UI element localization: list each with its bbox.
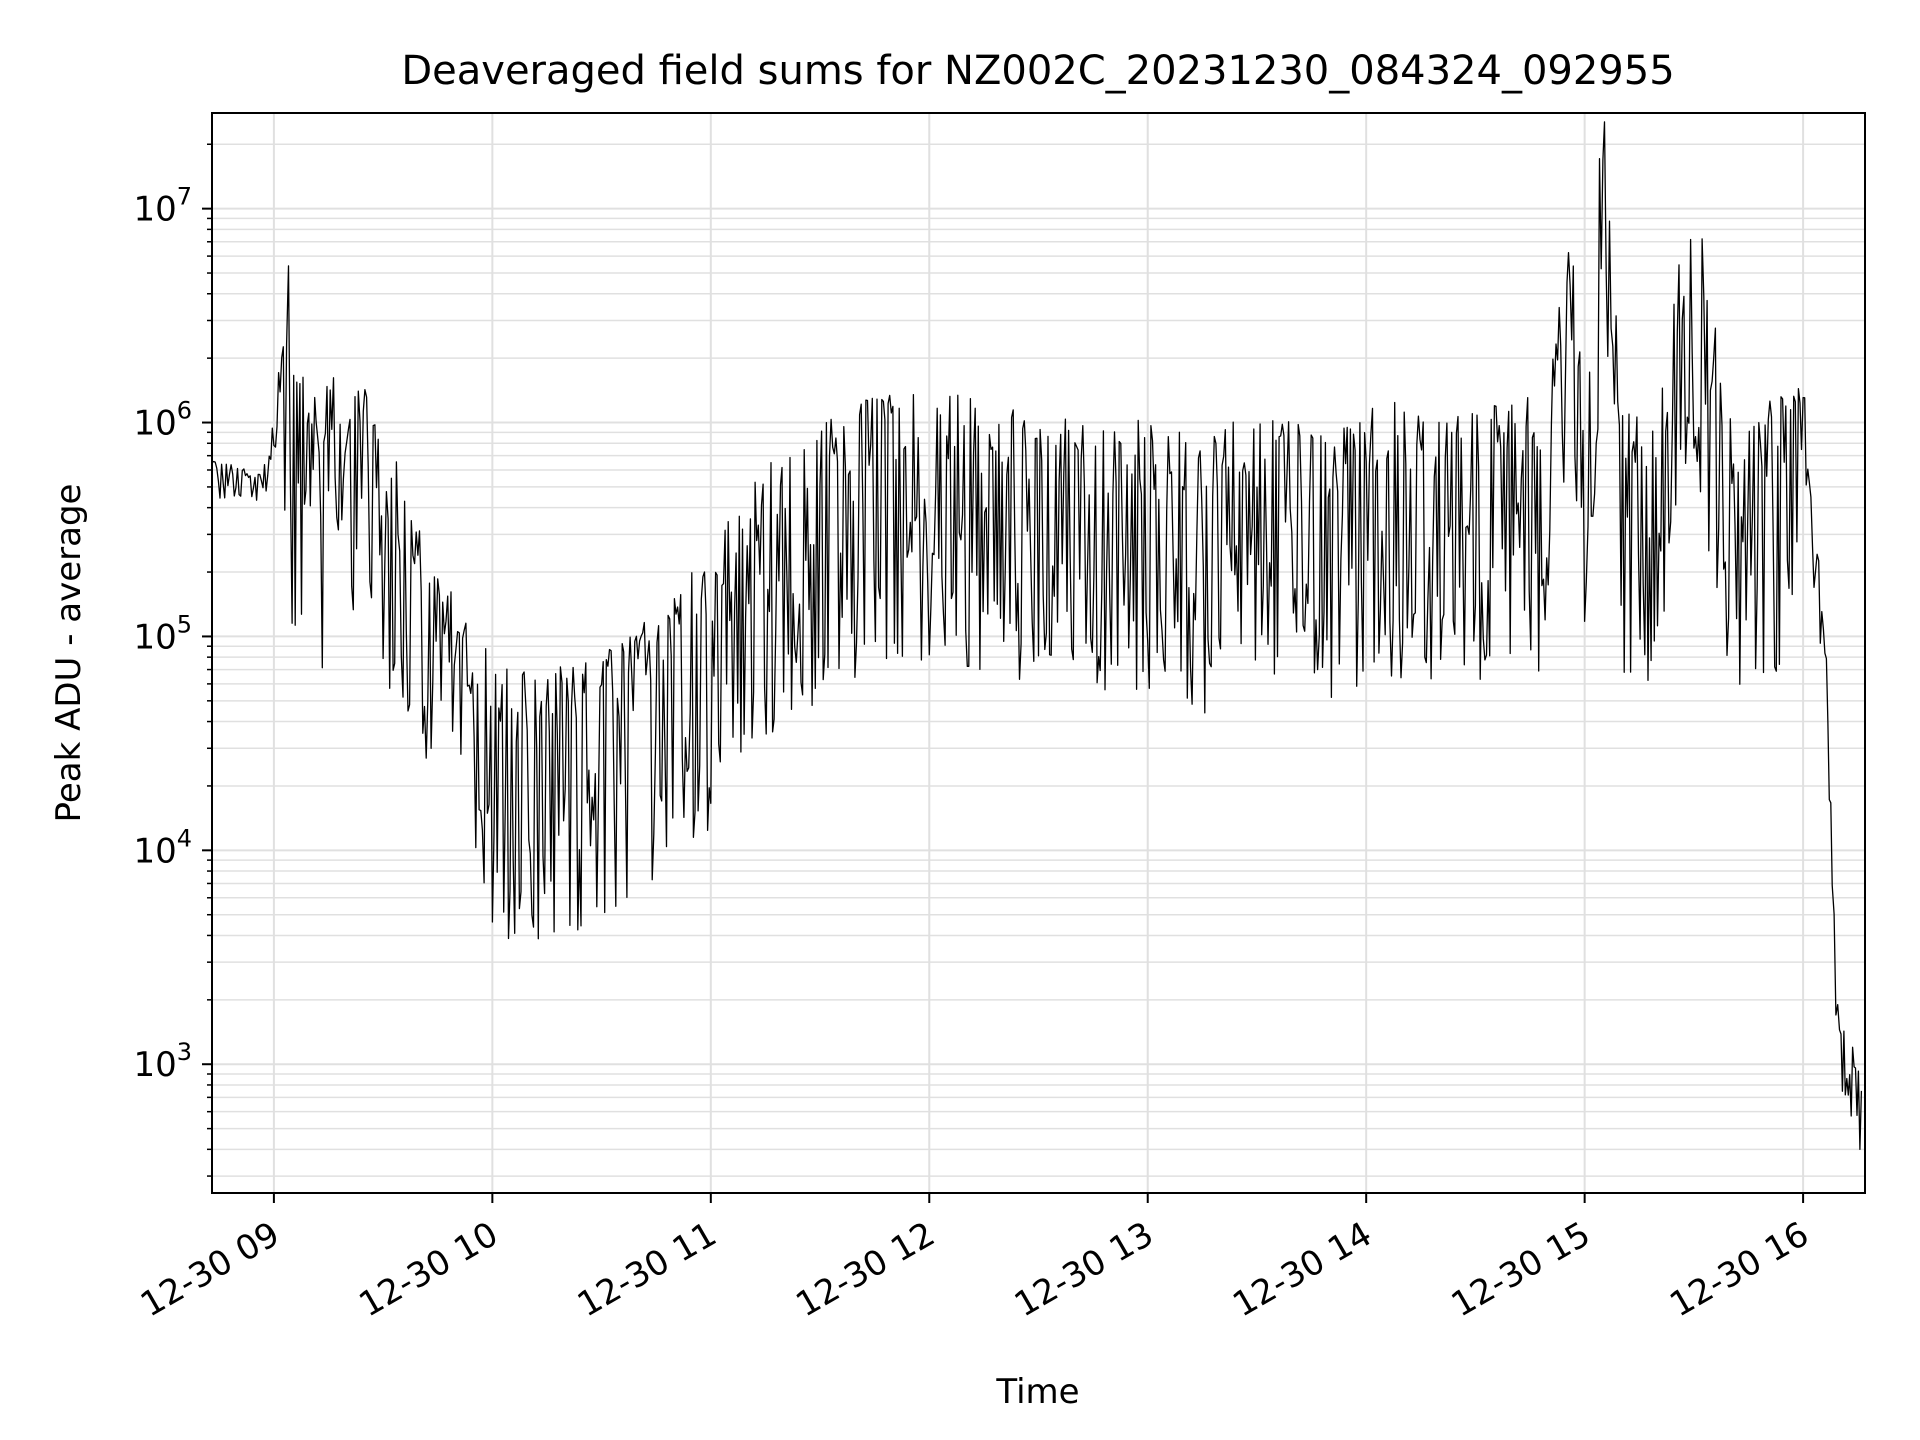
y-tick-label: 103	[133, 1038, 192, 1085]
y-axis: 103 104 105 106 107	[133, 143, 212, 1177]
y-tick-label: 106	[133, 397, 192, 444]
y-axis-label: Peak ADU - average	[49, 484, 89, 823]
x-axis-label: Time	[995, 1372, 1079, 1412]
data-series	[211, 121, 1863, 1151]
series-line	[211, 121, 1863, 1151]
y-tick-label: 107	[133, 183, 192, 230]
y-tick-label: 104	[133, 824, 192, 871]
y-tick-label: 105	[133, 610, 192, 657]
chart-title: Deaveraged field sums for NZ002C_2023123…	[401, 48, 1674, 94]
plot-frame	[211, 112, 1866, 1194]
